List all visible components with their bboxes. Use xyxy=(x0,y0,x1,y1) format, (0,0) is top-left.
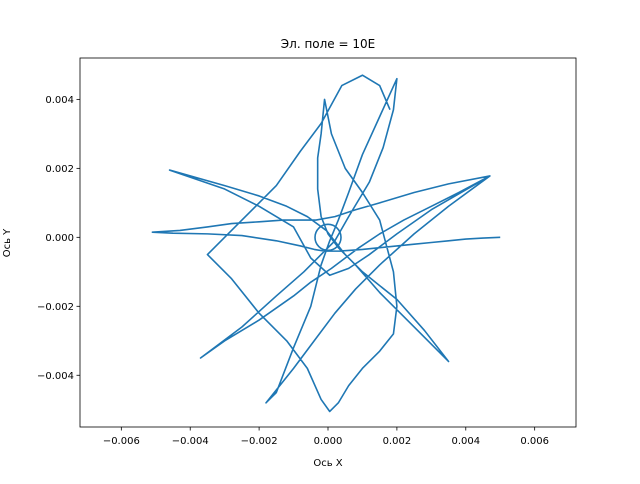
ticks-layer: −0.006 −0.004 −0.002 0.000 0.002 0.004 0.006 −0… xyxy=(37,95,549,447)
y-axis-label: Ось Y xyxy=(2,228,13,257)
x-axis-label: Ось X xyxy=(313,458,342,469)
trajectory-center-loop xyxy=(314,223,342,252)
trajectory-line-0 xyxy=(151,74,501,413)
x-tick-label: −0.004 xyxy=(172,436,209,447)
chart-title: Эл. поле = 10E xyxy=(281,37,375,51)
x-tick-label: 0.004 xyxy=(451,436,480,447)
x-tick-label: 0.002 xyxy=(383,436,412,447)
x-tick-label: −0.002 xyxy=(241,436,278,447)
y-tick-label: −0.002 xyxy=(37,302,74,313)
y-tick-label: −0.004 xyxy=(37,371,74,382)
x-tick-label: 0.000 xyxy=(314,436,343,447)
y-tick-label: 0.000 xyxy=(45,233,74,244)
x-tick-label: −0.006 xyxy=(103,436,140,447)
y-tick-label: 0.002 xyxy=(45,164,74,175)
x-tick-label: 0.006 xyxy=(520,436,549,447)
y-tick-label: 0.004 xyxy=(45,95,74,106)
plot-layer xyxy=(151,74,501,413)
